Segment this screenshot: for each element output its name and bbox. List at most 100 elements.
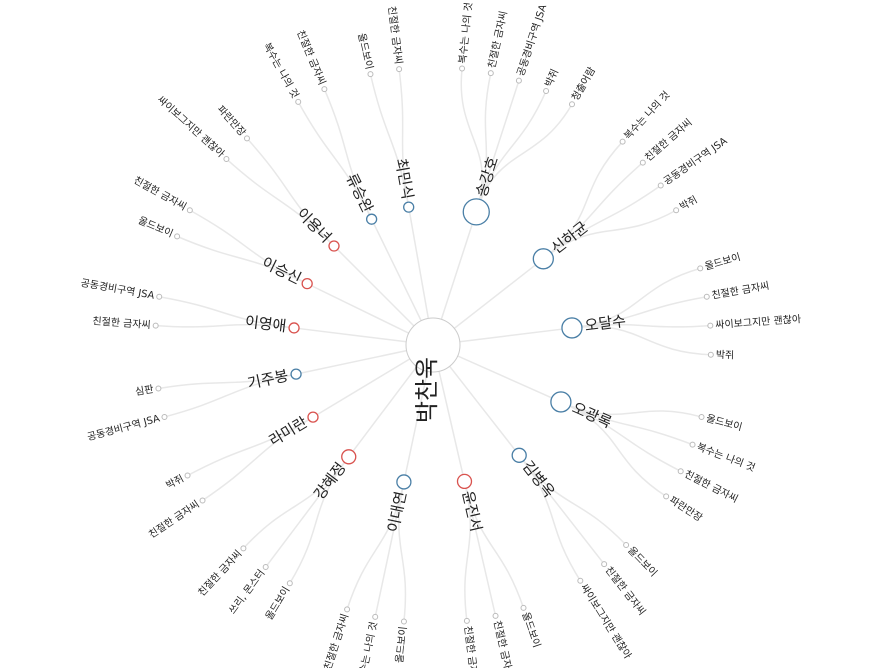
movie-label-group: 친절한 금자씨 xyxy=(132,173,189,213)
actor-label: 이대연 xyxy=(384,490,410,534)
movie-label-group: 친절한 금자씨 xyxy=(462,625,482,668)
movie-label-group: 올드보이 xyxy=(394,626,410,664)
movie-label-group: 심판 xyxy=(134,383,154,398)
movie-label: 복수는 나의 것 xyxy=(355,621,380,668)
actor-label-group: 이대연 xyxy=(384,490,410,534)
movie-label: 복수는 나의 것 xyxy=(695,441,757,474)
actor-node xyxy=(365,213,378,225)
link xyxy=(571,267,701,329)
link xyxy=(463,481,497,617)
leaf-node xyxy=(321,86,328,93)
actor-label-group: 윤진서 xyxy=(458,489,485,533)
movie-label: 친절한 금자씨 xyxy=(710,279,770,302)
link xyxy=(542,184,662,260)
link xyxy=(560,401,682,472)
actor-label: 김병옥 xyxy=(519,457,559,501)
movie-label-group: 친절한 금자씨 xyxy=(485,10,510,70)
leaf-node xyxy=(243,135,250,142)
movie-label-group: 친절한 금자씨 xyxy=(642,116,695,164)
leaf-node xyxy=(673,207,680,214)
movie-label: 친절한 금자씨 xyxy=(92,314,151,331)
movie-label: 심판 xyxy=(134,383,154,398)
leaf-node xyxy=(703,293,710,300)
link xyxy=(398,68,410,208)
movie-label: 친절한 금자씨 xyxy=(642,116,695,164)
leaf-node xyxy=(689,441,696,448)
link xyxy=(374,481,405,618)
link xyxy=(189,209,308,285)
leaf-node xyxy=(184,472,191,479)
movie-label-group: 친절한 금자씨 xyxy=(294,28,329,87)
movie-label: 파란만장 xyxy=(215,103,249,138)
movie-label: 올드보이 xyxy=(519,611,542,650)
movie-label-group: 친절한 금자씨 xyxy=(710,279,770,302)
leaf-node xyxy=(543,88,550,95)
movie-label-group: 공동경비구역 JSA xyxy=(514,2,549,77)
movie-label-group: 친절한 금자씨 xyxy=(195,547,244,599)
movie-label-group: 복수는 나의 것 xyxy=(695,441,757,474)
movie-label: 올드보이 xyxy=(394,626,410,664)
leaf-node xyxy=(619,138,626,145)
leaf-node xyxy=(463,617,470,624)
movie-label-group: 싸이보그지만 괜찮아 xyxy=(715,313,802,331)
link xyxy=(542,209,677,260)
actor-label: 송강호 xyxy=(472,154,502,199)
movie-label: 올드보이 xyxy=(625,544,659,579)
actor-label: 오광록 xyxy=(569,399,614,432)
actor-label-group: 기주봉 xyxy=(246,366,290,392)
actor-label-group: 오달수 xyxy=(584,312,627,335)
link xyxy=(297,101,373,220)
link xyxy=(265,456,350,568)
movie-label: 싸이보그지만 괜찮아 xyxy=(715,313,802,331)
movie-label: 복수는 나의 것 xyxy=(261,41,301,101)
link xyxy=(542,141,624,260)
movie-label: 친절한 금자씨 xyxy=(682,467,740,505)
link xyxy=(571,295,707,329)
link xyxy=(202,416,314,502)
link xyxy=(176,235,308,285)
leaf-node xyxy=(657,182,664,189)
leaf-node xyxy=(697,265,704,272)
leaf-node xyxy=(223,155,230,162)
leaf-node xyxy=(186,207,193,214)
link xyxy=(571,323,711,329)
leaf-node xyxy=(161,413,168,420)
movie-label-group: 올드보이 xyxy=(705,412,744,433)
link xyxy=(475,80,520,213)
leaf-node xyxy=(459,65,466,72)
movie-label-group: 친절한 금자씨 xyxy=(491,619,517,668)
actor-label-group: 이영애 xyxy=(244,312,287,335)
actor-node xyxy=(290,368,302,380)
link xyxy=(164,373,297,418)
movie-label: 복수는 나의 것 xyxy=(622,89,673,142)
movie-label-group: 쓰리, 몬스터 xyxy=(226,567,267,616)
movie-label: 복수는 나의 것 xyxy=(457,2,475,64)
actor-label-group: 송강호 xyxy=(472,154,502,199)
leaf-node xyxy=(155,385,162,392)
link xyxy=(518,454,627,546)
link xyxy=(246,137,335,247)
actor-node xyxy=(403,201,415,213)
leaf-node xyxy=(156,293,163,300)
movie-label-group: 올드보이 xyxy=(625,544,659,579)
movie-label: 공동경비구역 JSA xyxy=(80,276,156,302)
leaf-node xyxy=(677,468,684,475)
movie-label: 친절한 금자씨 xyxy=(491,619,517,668)
movie-label-group: 복수는 나의 것 xyxy=(622,89,673,142)
link xyxy=(155,323,295,329)
movie-label: 공동경비구역 JSA xyxy=(86,411,162,443)
leaf-node xyxy=(569,101,575,108)
leaf-node xyxy=(577,577,584,584)
link xyxy=(463,481,471,622)
movie-label: 친절한 금자씨 xyxy=(603,564,649,618)
root-node xyxy=(405,317,461,373)
movie-label: 친절한 금자씨 xyxy=(462,625,482,668)
director-label: 박찬욱 xyxy=(413,357,441,423)
actor-label: 강혜정 xyxy=(310,459,349,503)
movie-label: 올드보이 xyxy=(136,215,175,240)
movie-label-group: 친절한 금자씨 xyxy=(146,497,202,540)
movie-label-group: 파란만장 xyxy=(215,103,249,138)
movie-label: 친절한 금자씨 xyxy=(321,612,351,668)
movie-label: 올드보이 xyxy=(705,412,744,433)
